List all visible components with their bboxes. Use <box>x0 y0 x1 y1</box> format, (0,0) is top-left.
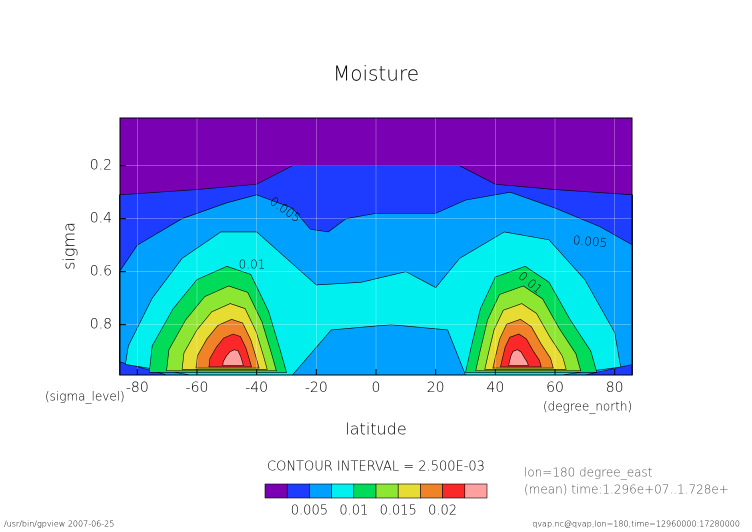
y-tick-label: 0.4 <box>90 211 112 227</box>
y-tick-label: 0.6 <box>90 264 112 280</box>
colorbar-box <box>331 483 355 499</box>
colorbar-box <box>353 483 377 499</box>
x-tick-label: 60 <box>546 380 564 396</box>
colorbar-box <box>286 483 310 499</box>
colorbar-box <box>420 483 443 499</box>
note: (mean) time:1.296e+07..1.728e+ <box>524 483 729 497</box>
colorbar-tick-label: 0.015 <box>380 504 417 519</box>
contour-region <box>222 349 244 366</box>
contour-region <box>508 349 529 366</box>
colorbar-box <box>442 483 466 499</box>
colorbar-tick-label: 0.02 <box>428 504 457 519</box>
contour-interval: CONTOUR INTERVAL = 2.500E-03 <box>267 460 485 475</box>
x-tick-label: 80 <box>606 380 624 396</box>
x-tick-label: 0 <box>372 380 381 396</box>
colorbar-box <box>309 483 332 499</box>
contour-label: 0.005 <box>572 233 607 250</box>
colorbar-box <box>397 483 421 499</box>
chart-title: Moisture <box>333 62 419 86</box>
contour-label: 0.01 <box>239 258 266 272</box>
footer: qvap.nc@qvap,lon=180,time=12960000:17280… <box>532 520 740 529</box>
x-tick-label: -40 <box>245 380 268 396</box>
y-axis-label: sigma <box>60 222 79 270</box>
x-tick-label: -80 <box>126 380 149 396</box>
colorbar-tick-label: 0.005 <box>291 504 328 519</box>
y-tick-label: 0.8 <box>90 317 112 333</box>
colorbar-box <box>264 483 288 499</box>
colorbar-tick-label: 0.01 <box>339 504 368 519</box>
x-tick-label: 40 <box>486 380 504 396</box>
colorbar-box <box>464 483 488 499</box>
x-tick-label: -20 <box>305 380 328 396</box>
colorbar-box <box>375 483 399 499</box>
x-unit: (degree_north) <box>543 400 632 414</box>
footer: /usr/bin/gpview 2007-06-25 <box>4 520 114 529</box>
y-tick-label: 0.2 <box>90 158 112 174</box>
x-tick-label: 20 <box>427 380 445 396</box>
x-axis-label: latitude <box>345 420 406 439</box>
y-unit: (sigma_level) <box>45 390 125 404</box>
note: lon=180 degree_east <box>524 466 653 480</box>
x-tick-label: -60 <box>186 380 209 396</box>
